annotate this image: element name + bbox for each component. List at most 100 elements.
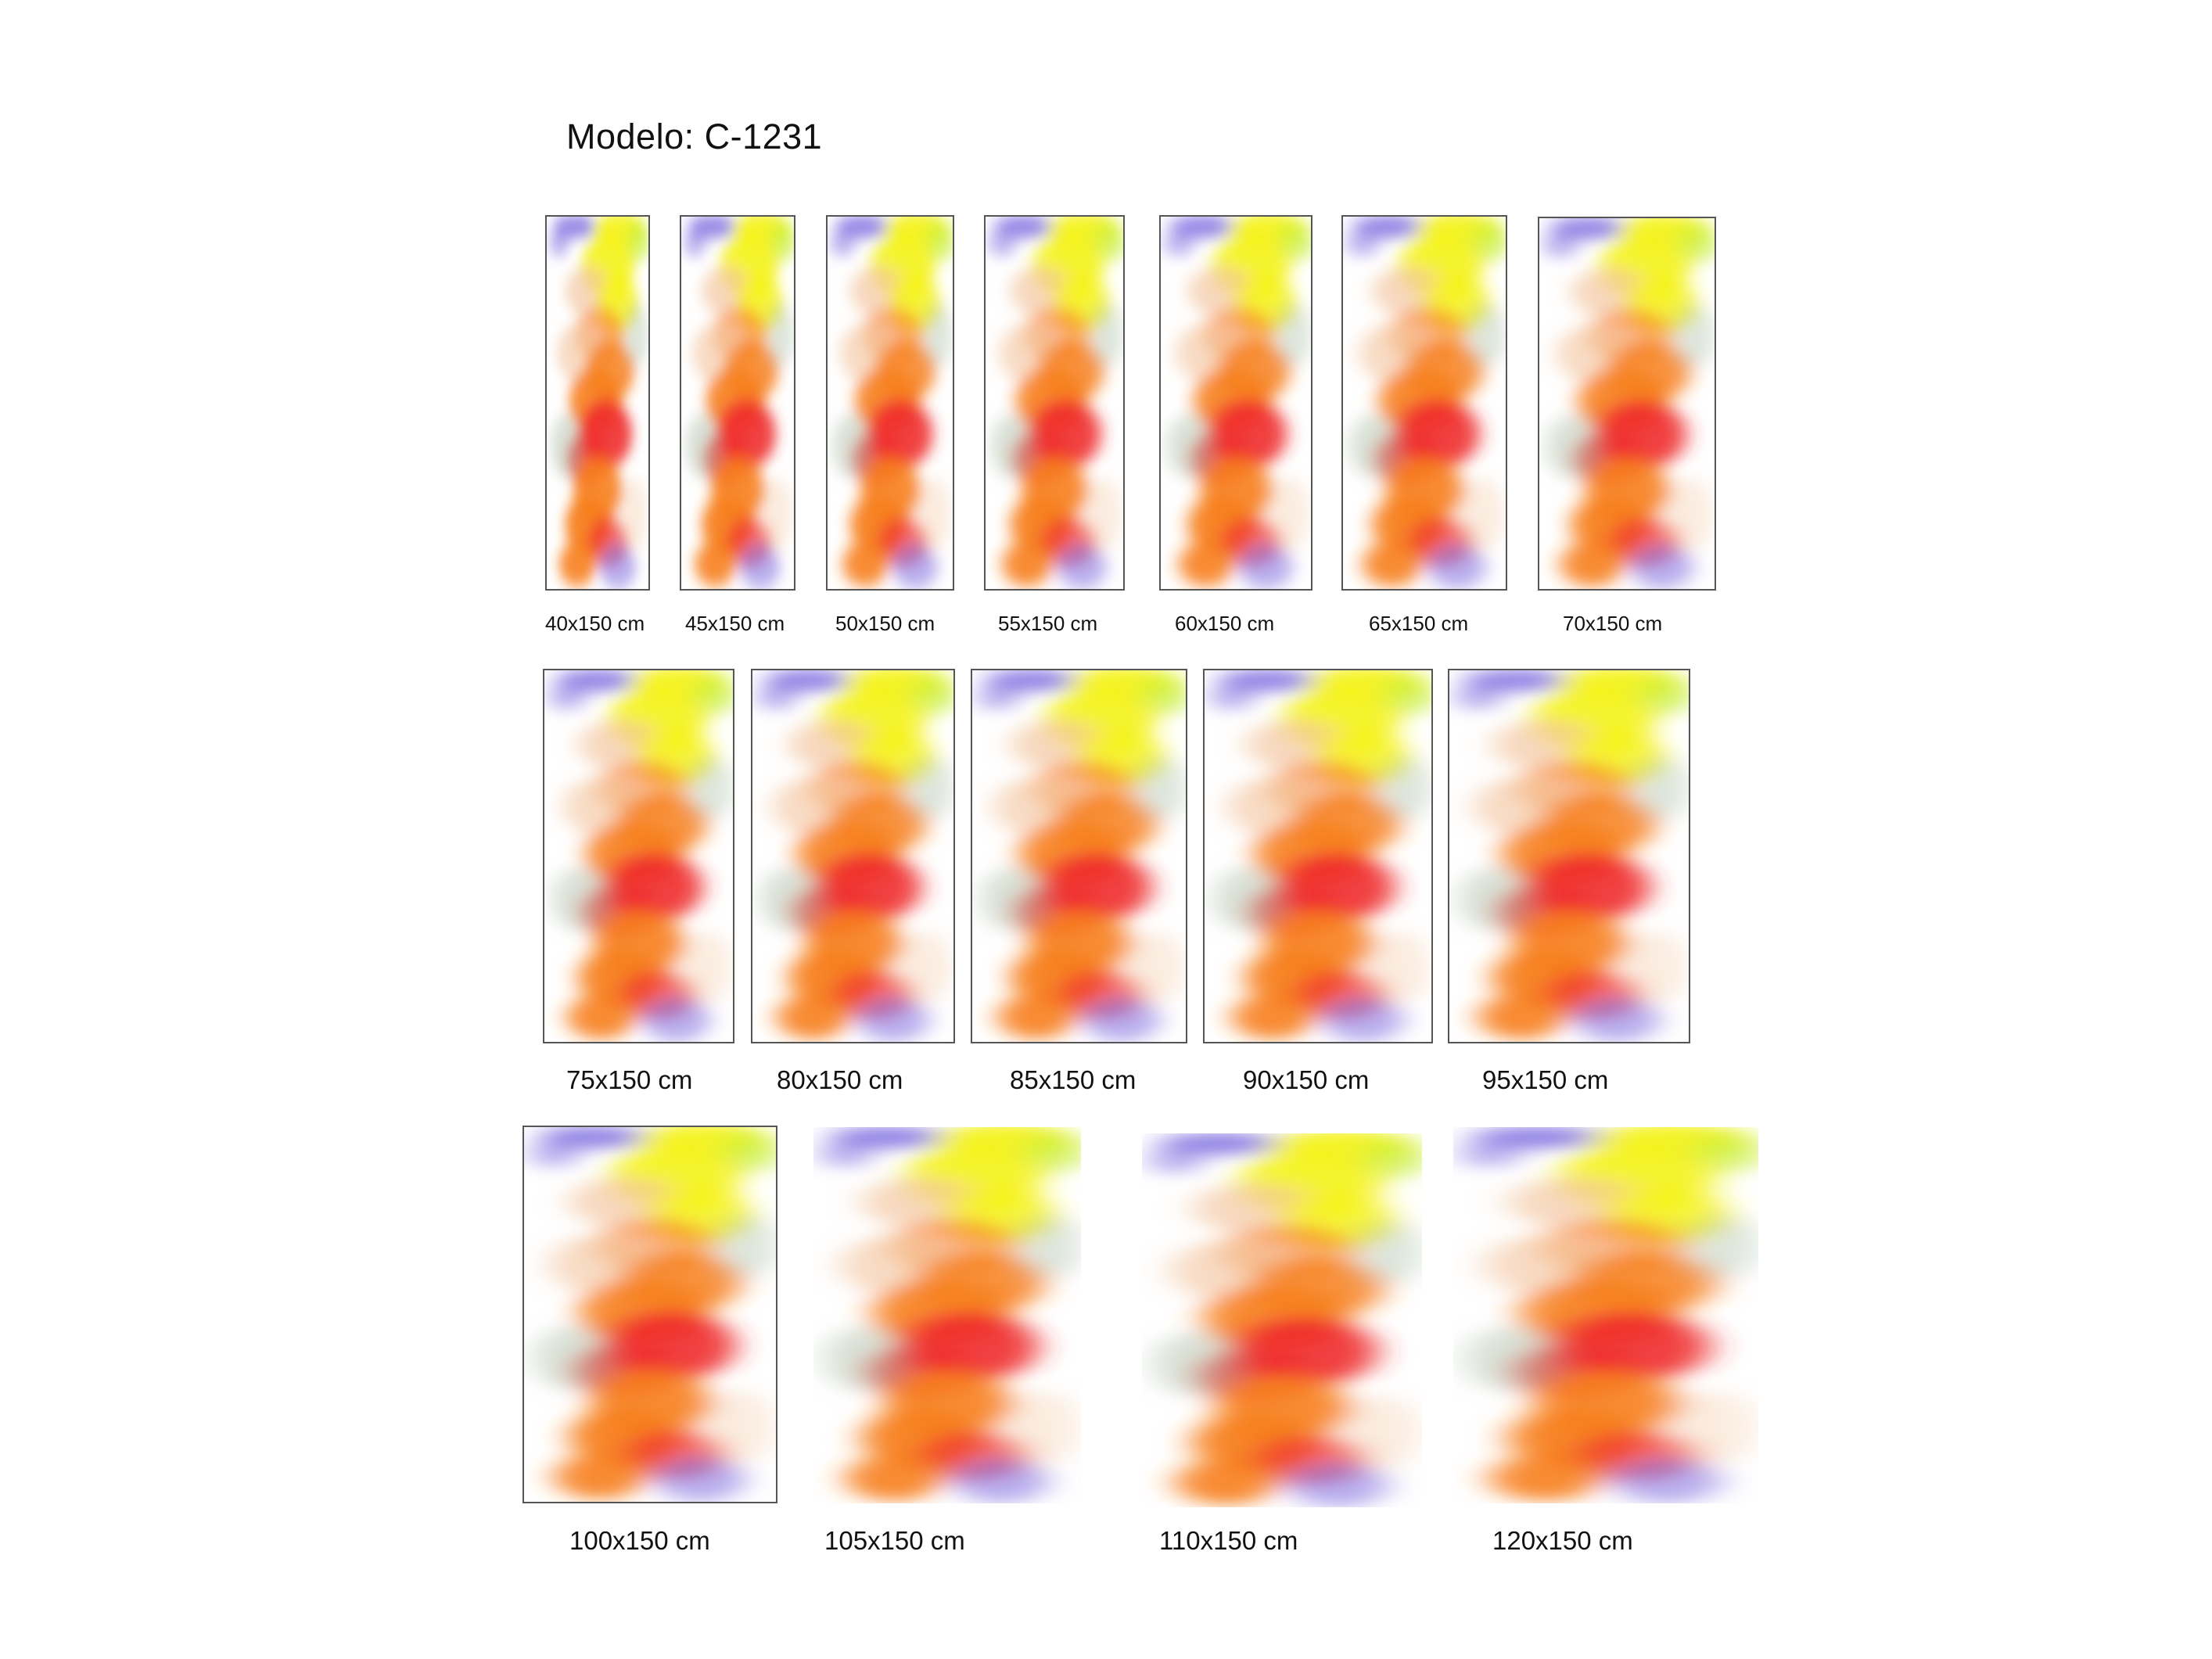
- smoke-blob: [678, 930, 731, 1005]
- panel-image: [1203, 669, 1433, 1043]
- smoke-blob: [599, 544, 637, 589]
- smoke-blob: [952, 1458, 1049, 1503]
- smoke-blob: [993, 217, 1054, 238]
- panel-size-label: 80x150 cm: [777, 1065, 903, 1094]
- smoke-blob: [683, 232, 706, 257]
- smoke-blob: [1611, 1458, 1722, 1503]
- smoke-blob: [1341, 1395, 1420, 1470]
- smoke-blob: [830, 232, 856, 257]
- smoke-blob: [1560, 541, 1624, 587]
- smoke-blob: [1287, 1462, 1389, 1507]
- smoke-blob: [1022, 1132, 1081, 1172]
- smoke-artwork: [1147, 1133, 1422, 1507]
- smoke-blob: [1463, 670, 1569, 691]
- smoke-blob: [1489, 1456, 1600, 1501]
- smoke-blob: [1542, 232, 1578, 258]
- panel-image: [543, 669, 734, 1043]
- panel-size-label: 95x150 cm: [1482, 1065, 1609, 1094]
- smoke-blob: [1685, 1213, 1758, 1280]
- panel-image: [1341, 215, 1507, 591]
- smoke-blob: [1574, 997, 1661, 1042]
- smoke-artwork: [1346, 217, 1506, 589]
- smoke-blob: [1158, 1133, 1282, 1155]
- smoke-blob: [824, 1326, 910, 1392]
- smoke-blob: [980, 867, 1050, 932]
- smoke-blob: [835, 217, 890, 238]
- smoke-blob: [539, 1127, 650, 1149]
- panel-size-label: 40x150 cm: [545, 612, 645, 635]
- smoke-blob: [846, 1456, 943, 1501]
- smoke-blob: [991, 414, 1036, 479]
- smoke-blob: [554, 1454, 645, 1499]
- smoke-blob: [619, 477, 648, 552]
- smoke-blob: [1362, 541, 1421, 587]
- panel-size-label: 100x150 cm: [569, 1526, 710, 1555]
- smoke-blob: [1153, 1331, 1243, 1397]
- smoke-blob: [552, 217, 598, 238]
- smoke-blob: [533, 1325, 615, 1391]
- smoke-blob: [1672, 303, 1715, 368]
- smoke-artwork: [1163, 217, 1311, 589]
- smoke-blob: [1631, 756, 1689, 821]
- smoke-artwork: [830, 217, 953, 589]
- smoke-blob: [548, 232, 569, 257]
- panel-image: [971, 669, 1187, 1043]
- smoke-artwork: [529, 1127, 776, 1502]
- smoke-blob: [764, 670, 853, 691]
- panel-size-label: 70x150 cm: [1563, 612, 1663, 635]
- smoke-blob: [769, 221, 794, 262]
- smoke-blob: [1619, 930, 1686, 1005]
- smoke-blob: [922, 302, 953, 367]
- smoke-artwork: [1459, 1127, 1758, 1503]
- smoke-blob: [829, 1127, 947, 1149]
- smoke-blob: [976, 685, 1020, 710]
- smoke-blob: [916, 477, 952, 552]
- smoke-blob: [1123, 930, 1184, 1005]
- smoke-blob: [1274, 302, 1311, 367]
- smoke-blob: [558, 541, 596, 587]
- smoke-artwork: [683, 217, 794, 589]
- panel-size-label: 120x150 cm: [1492, 1526, 1633, 1555]
- smoke-blob: [1427, 544, 1487, 589]
- smoke-blob: [905, 756, 953, 821]
- panel-image: [680, 215, 795, 591]
- smoke-blob: [655, 1456, 746, 1502]
- smoke-blob: [691, 675, 733, 715]
- smoke-blob: [985, 670, 1079, 691]
- smoke-blob: [1459, 867, 1536, 932]
- smoke-blob: [1346, 232, 1379, 257]
- smoke-blob: [551, 414, 584, 479]
- smoke-blob: [895, 930, 952, 1005]
- smoke-blob: [1355, 1219, 1422, 1284]
- panel-image: [1142, 1133, 1422, 1507]
- smoke-blob: [1691, 1132, 1758, 1172]
- smoke-blob: [1134, 756, 1186, 821]
- smoke-blob: [1352, 217, 1424, 238]
- panel-image: [545, 215, 650, 591]
- smoke-blob: [1002, 541, 1052, 587]
- smoke-blob: [1163, 232, 1194, 257]
- smoke-blob: [988, 232, 1016, 257]
- smoke-artwork: [548, 670, 733, 1042]
- panel-size-label: 55x150 cm: [998, 612, 1098, 635]
- smoke-blob: [997, 994, 1075, 1040]
- smoke-blob: [1349, 414, 1402, 479]
- smoke-blob: [1381, 675, 1431, 715]
- smoke-blob: [529, 1142, 580, 1168]
- smoke-blob: [767, 302, 794, 367]
- panel-size-label: 75x150 cm: [566, 1065, 693, 1094]
- smoke-blob: [842, 541, 888, 587]
- smoke-blob: [626, 221, 648, 262]
- smoke-blob: [1175, 1460, 1277, 1505]
- smoke-blob: [1365, 930, 1430, 1005]
- panel-image: [751, 669, 955, 1043]
- smoke-blob: [1458, 477, 1504, 552]
- panel-size-label: 105x150 cm: [824, 1526, 965, 1555]
- panel-image: [1448, 669, 1690, 1043]
- panel-size-label: 50x150 cm: [835, 612, 935, 635]
- smoke-blob: [1277, 221, 1311, 262]
- smoke-blob: [1322, 997, 1405, 1042]
- smoke-blob: [1083, 997, 1161, 1042]
- smoke-blob: [702, 1389, 774, 1465]
- smoke-blob: [688, 217, 738, 238]
